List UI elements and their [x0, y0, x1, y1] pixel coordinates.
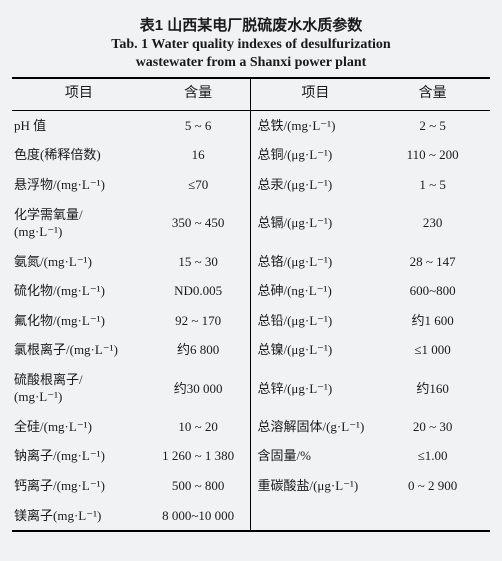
cell-item-right: 含固量/%: [251, 441, 375, 471]
table-row: 钠离子/(mg·L⁻¹)1 260 ~ 1 380含固量/%≤1.00: [12, 441, 490, 471]
cell-item-left: 色度(稀释倍数): [12, 140, 146, 170]
cell-value-right: 230: [375, 200, 490, 247]
table-row: 硫酸根离子/ (mg·L⁻¹)约30 000总锌/(μg·L⁻¹)约160: [12, 365, 490, 412]
cell-value-left: 1 260 ~ 1 380: [146, 441, 251, 471]
cell-item-left: 悬浮物/(mg·L⁻¹): [12, 170, 146, 200]
table-row: 硫化物/(mg·L⁻¹)ND0.005总砷/(ng·L⁻¹)600~800: [12, 276, 490, 306]
cell-value-left: 16: [146, 140, 251, 170]
col-header-value-right: 含量: [375, 78, 490, 110]
cell-item-right: 总铜/(μg·L⁻¹): [251, 140, 375, 170]
table-caption-en-line2: wastewater from a Shanxi power plant: [12, 55, 490, 71]
water-quality-table: 项目 含量 项目 含量 pH 值5 ~ 6总铁/(mg·L⁻¹)2 ~ 5色度(…: [12, 77, 490, 532]
table-row: pH 值5 ~ 6总铁/(mg·L⁻¹)2 ~ 5: [12, 110, 490, 140]
cell-value-left: 500 ~ 800: [146, 471, 251, 501]
cell-item-right: 总砷/(ng·L⁻¹): [251, 276, 375, 306]
cell-item-left: 钠离子/(mg·L⁻¹): [12, 441, 146, 471]
cell-item-left: 氯根离子/(mg·L⁻¹): [12, 335, 146, 365]
table-row: 悬浮物/(mg·L⁻¹)≤70总汞/(μg·L⁻¹)1 ~ 5: [12, 170, 490, 200]
cell-item-right: 总铁/(mg·L⁻¹): [251, 110, 375, 140]
table-row: 氨氮/(mg·L⁻¹)15 ~ 30总铬/(μg·L⁻¹)28 ~ 147: [12, 247, 490, 277]
table-row: 氯根离子/(mg·L⁻¹)约6 800总镍/(μg·L⁻¹)≤1 000: [12, 335, 490, 365]
cell-item-left: 化学需氧量/ (mg·L⁻¹): [12, 200, 146, 247]
table-caption-en-line1: Tab. 1 Water quality indexes of desulfur…: [12, 37, 490, 53]
cell-item-right: 总溶解固体/(g·L⁻¹): [251, 412, 375, 442]
cell-item-left: 氨氮/(mg·L⁻¹): [12, 247, 146, 277]
cell-value-right: 1 ~ 5: [375, 170, 490, 200]
cell-value-left: 8 000~10 000: [146, 501, 251, 532]
cell-item-right: 总镉/(μg·L⁻¹): [251, 200, 375, 247]
col-header-value-left: 含量: [146, 78, 251, 110]
cell-value-right: ≤1.00: [375, 441, 490, 471]
table-row: 镁离子(mg·L⁻¹)8 000~10 000: [12, 501, 490, 532]
cell-value-right: 20 ~ 30: [375, 412, 490, 442]
table-row: 化学需氧量/ (mg·L⁻¹)350 ~ 450总镉/(μg·L⁻¹)230: [12, 200, 490, 247]
cell-value-left: 5 ~ 6: [146, 110, 251, 140]
cell-item-left: 硫酸根离子/ (mg·L⁻¹): [12, 365, 146, 412]
cell-item-right: 总镍/(μg·L⁻¹): [251, 335, 375, 365]
cell-item-right: 重碳酸盐/(μg·L⁻¹): [251, 471, 375, 501]
cell-value-right: 600~800: [375, 276, 490, 306]
cell-value-right: 约1 600: [375, 306, 490, 336]
cell-item-left: 镁离子(mg·L⁻¹): [12, 501, 146, 532]
cell-value-left: 92 ~ 170: [146, 306, 251, 336]
table-row: 全硅/(mg·L⁻¹)10 ~ 20总溶解固体/(g·L⁻¹)20 ~ 30: [12, 412, 490, 442]
cell-item-right: 总汞/(μg·L⁻¹): [251, 170, 375, 200]
table-row: 氟化物/(mg·L⁻¹)92 ~ 170总铅/(μg·L⁻¹)约1 600: [12, 306, 490, 336]
col-header-item-right: 项目: [251, 78, 375, 110]
cell-value-right: 110 ~ 200: [375, 140, 490, 170]
table-row: 色度(稀释倍数)16总铜/(μg·L⁻¹)110 ~ 200: [12, 140, 490, 170]
cell-value-right: 28 ~ 147: [375, 247, 490, 277]
cell-value-left: ND0.005: [146, 276, 251, 306]
cell-value-left: 15 ~ 30: [146, 247, 251, 277]
cell-value-left: ≤70: [146, 170, 251, 200]
cell-value-left: 约30 000: [146, 365, 251, 412]
cell-item-left: pH 值: [12, 110, 146, 140]
cell-value-right: ≤1 000: [375, 335, 490, 365]
cell-value-left: 350 ~ 450: [146, 200, 251, 247]
cell-item-left: 钙离子/(mg·L⁻¹): [12, 471, 146, 501]
cell-value-right: [375, 501, 490, 532]
cell-value-right: 2 ~ 5: [375, 110, 490, 140]
cell-item-right: [251, 501, 375, 532]
cell-value-left: 约6 800: [146, 335, 251, 365]
cell-item-right: 总铅/(μg·L⁻¹): [251, 306, 375, 336]
cell-value-left: 10 ~ 20: [146, 412, 251, 442]
cell-item-left: 氟化物/(mg·L⁻¹): [12, 306, 146, 336]
cell-value-right: 约160: [375, 365, 490, 412]
cell-item-left: 全硅/(mg·L⁻¹): [12, 412, 146, 442]
col-header-item-left: 项目: [12, 78, 146, 110]
cell-item-left: 硫化物/(mg·L⁻¹): [12, 276, 146, 306]
table-header-row: 项目 含量 项目 含量: [12, 78, 490, 110]
table-caption-cn: 表1 山西某电厂脱硫废水水质参数: [12, 14, 490, 35]
cell-item-right: 总铬/(μg·L⁻¹): [251, 247, 375, 277]
cell-value-right: 0 ~ 2 900: [375, 471, 490, 501]
cell-item-right: 总锌/(μg·L⁻¹): [251, 365, 375, 412]
table-row: 钙离子/(mg·L⁻¹)500 ~ 800重碳酸盐/(μg·L⁻¹)0 ~ 2 …: [12, 471, 490, 501]
